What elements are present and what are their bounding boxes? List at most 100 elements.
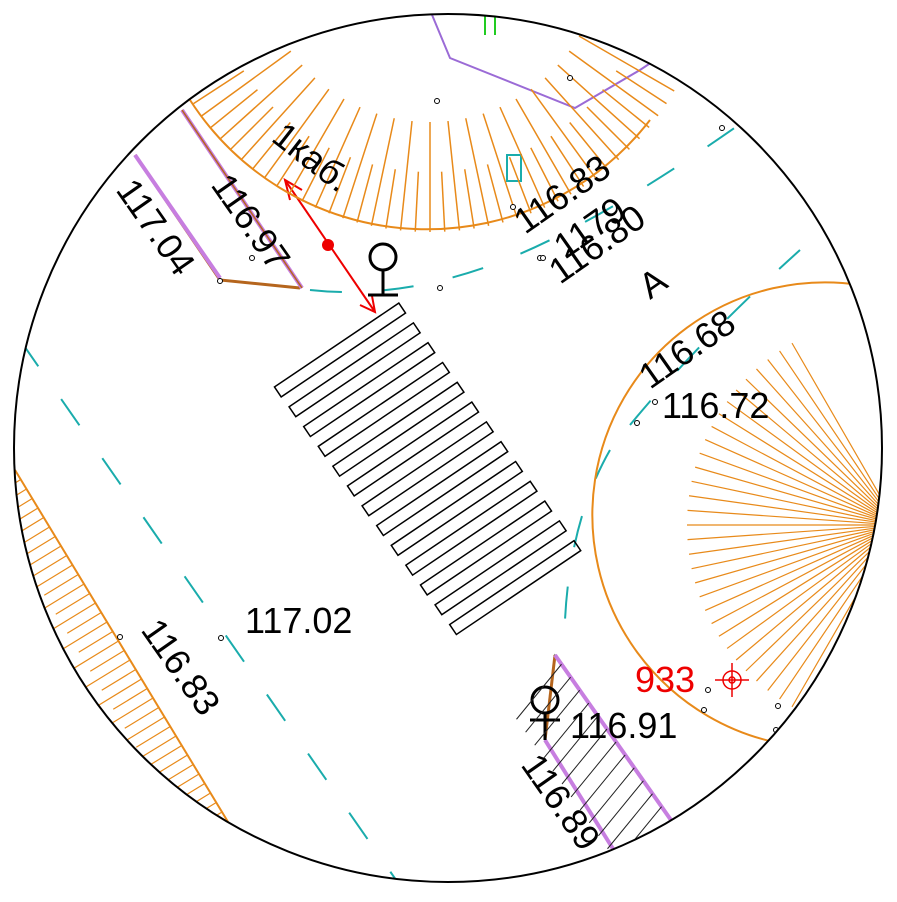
label: 116.83 bbox=[133, 611, 228, 723]
slope-hatch bbox=[711, 425, 882, 526]
slope-hatch bbox=[440, 171, 446, 232]
slope-hatch bbox=[447, 120, 461, 231]
slope-hatch bbox=[43, 573, 79, 596]
area-hatch bbox=[561, 728, 608, 785]
slope-hatch bbox=[615, 70, 667, 105]
slope-hatch bbox=[89, 649, 125, 672]
slope-hatch bbox=[687, 509, 882, 526]
slope-hatch bbox=[193, 70, 245, 105]
crosswalk-stripe bbox=[419, 500, 553, 596]
slope-hatch bbox=[101, 668, 137, 691]
survey-point bbox=[652, 399, 658, 405]
crosswalk-stripe bbox=[302, 341, 436, 438]
label: 116.68 bbox=[631, 301, 743, 396]
area-hatch bbox=[598, 780, 644, 837]
slope-hatch bbox=[275, 135, 310, 187]
slope-hatch bbox=[735, 524, 882, 661]
view-border bbox=[13, 13, 883, 883]
slope-hatch bbox=[185, 35, 282, 92]
slope-hatch bbox=[544, 77, 620, 161]
crosswalk-stripe bbox=[375, 440, 509, 537]
survey-point bbox=[249, 255, 255, 261]
slope-hatch bbox=[301, 147, 330, 202]
slope-hatch bbox=[699, 524, 882, 598]
slope-hatch bbox=[568, 50, 659, 117]
slope-hatch bbox=[486, 164, 504, 223]
area-hatch bbox=[616, 806, 662, 863]
label: 116.97 bbox=[203, 166, 298, 278]
slope-hatch bbox=[169, 830, 234, 871]
slope-hatch bbox=[515, 98, 572, 195]
slope-hatch bbox=[328, 156, 352, 214]
slope-hatch bbox=[718, 524, 882, 637]
slope-hatch bbox=[78, 630, 114, 653]
crosswalk-stripe bbox=[404, 480, 538, 577]
slope-hatch bbox=[414, 171, 420, 232]
slope-hatch bbox=[704, 524, 882, 611]
slope-hatch bbox=[586, 106, 630, 150]
slope-hatch bbox=[767, 524, 882, 691]
slope-hatch bbox=[181, 801, 217, 824]
slope-hatch bbox=[602, 89, 650, 129]
slope-hatch bbox=[14, 507, 39, 548]
slope-hatch bbox=[530, 88, 597, 179]
slope-hatch bbox=[356, 164, 374, 223]
survey-point bbox=[775, 703, 781, 709]
area-hatch bbox=[634, 832, 681, 882]
slope-hatch bbox=[463, 169, 475, 229]
survey-point bbox=[217, 278, 223, 284]
area-hatch bbox=[543, 702, 590, 759]
slope-hatch bbox=[135, 725, 171, 748]
slope-hatch bbox=[399, 120, 413, 231]
slope-hatch bbox=[569, 122, 609, 170]
slope-hatch bbox=[756, 368, 882, 526]
slope-hatch bbox=[158, 763, 194, 786]
label: 116.72 bbox=[662, 385, 769, 426]
slope-hatch bbox=[508, 156, 532, 214]
slope-hatch bbox=[370, 118, 395, 226]
slope-hatch bbox=[193, 820, 229, 843]
slope-hatch bbox=[845, 524, 882, 729]
slope-hatch bbox=[688, 495, 882, 526]
slope-hatch bbox=[157, 811, 223, 852]
slope-hatch bbox=[704, 439, 882, 526]
slope-hatch bbox=[32, 554, 68, 577]
area-hatch bbox=[570, 741, 617, 798]
survey-point bbox=[719, 125, 725, 131]
slope-hatch bbox=[767, 359, 882, 526]
slope-hatch bbox=[55, 592, 91, 615]
slope-hatch bbox=[499, 106, 546, 208]
slope-hatch bbox=[465, 118, 490, 226]
slope-hatch bbox=[711, 524, 882, 625]
crosswalk-stripe bbox=[434, 519, 568, 616]
survey-point bbox=[567, 75, 573, 81]
slope-hatch bbox=[263, 88, 330, 179]
slope-hatch bbox=[14, 516, 45, 539]
slope-hatch bbox=[726, 401, 882, 526]
label: A bbox=[631, 259, 674, 306]
crosswalk-stripe bbox=[346, 401, 480, 497]
slope-hatch bbox=[146, 792, 211, 833]
slope-hatch bbox=[687, 524, 882, 541]
slope-hatch bbox=[288, 98, 345, 195]
area-hatch bbox=[625, 819, 672, 875]
survey-point bbox=[540, 255, 546, 261]
survey-point bbox=[701, 707, 707, 713]
crosswalk-stripe bbox=[390, 460, 524, 557]
slope-hatch bbox=[779, 350, 882, 526]
survey-point bbox=[434, 98, 440, 104]
slope-hatch bbox=[219, 64, 303, 140]
cable-node bbox=[322, 239, 334, 251]
slope-hatch bbox=[694, 466, 882, 526]
slope-hatch bbox=[14, 469, 16, 510]
label: 116.91 bbox=[570, 705, 677, 746]
area-hatch bbox=[607, 793, 653, 850]
boundary-line bbox=[429, 14, 656, 110]
curb-edge bbox=[553, 653, 687, 842]
slope-hatch bbox=[201, 50, 292, 117]
area-hatch bbox=[579, 754, 626, 811]
slope-hatch bbox=[691, 480, 882, 526]
slope-hatch bbox=[14, 497, 33, 520]
slope-hatch bbox=[745, 378, 882, 526]
